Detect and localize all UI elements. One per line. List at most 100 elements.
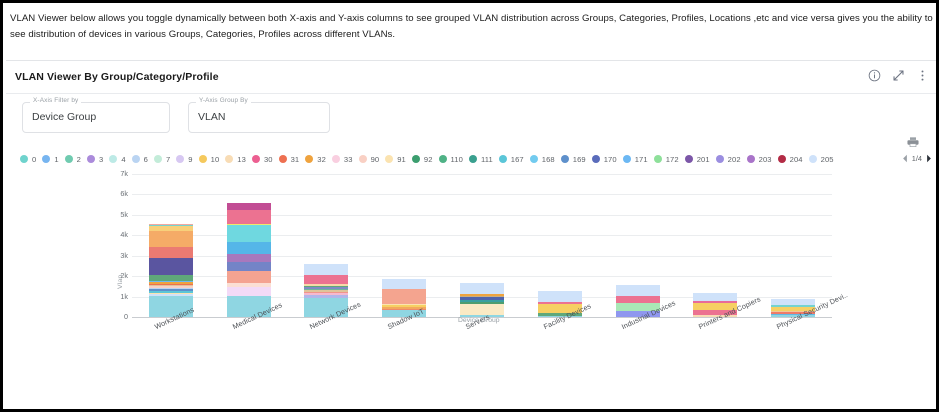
legend-item[interactable]: 2 (64, 155, 81, 164)
chart-bar-segment[interactable] (226, 283, 271, 287)
chart-bar-segment[interactable] (460, 297, 504, 300)
chart-bar[interactable] (304, 263, 349, 317)
chart-bar-segment[interactable] (226, 296, 271, 317)
legend-item[interactable]: 204 (777, 155, 803, 164)
legend-item[interactable]: 0 (20, 155, 36, 164)
chart-bar-segment[interactable] (226, 203, 271, 210)
legend-item[interactable]: 205 (808, 155, 834, 164)
chart-bar-segment[interactable] (693, 300, 738, 303)
legend-item[interactable]: 10 (198, 155, 220, 164)
chart-bar-segment[interactable] (771, 312, 816, 314)
chart-bar-segment[interactable] (148, 280, 193, 282)
chart-bar-segment[interactable] (693, 314, 738, 317)
legend-item[interactable]: 9 (176, 155, 193, 164)
chart-bar-segment[interactable] (148, 224, 193, 226)
legend-item[interactable]: 90 (358, 155, 380, 164)
chart-bar-segment[interactable] (148, 284, 193, 287)
chart-legend[interactable]: 0 1 2 3 4 6 7 9 10 13 30 31 32 33 90 91 92 110 111 167 168 16… (6, 147, 936, 171)
legend-item[interactable]: 6 (131, 155, 148, 164)
legend-item[interactable]: 3 (86, 155, 103, 164)
chart-bar-segment[interactable] (771, 299, 816, 306)
chart-bar-segment[interactable] (537, 303, 582, 313)
chart-bar-segment[interactable] (615, 302, 660, 311)
chart-bar-segment[interactable] (615, 310, 660, 317)
legend-item[interactable]: 203 (746, 155, 772, 164)
chart-bar-segment[interactable] (226, 209, 271, 225)
chart-bar-segment[interactable] (148, 246, 193, 259)
legend-item[interactable]: 32 (305, 155, 326, 164)
chart-bar-segment[interactable] (148, 274, 193, 281)
chart-bar-segment[interactable] (148, 291, 193, 293)
chart-bar-segment[interactable] (304, 263, 349, 276)
chart-bar[interactable] (382, 279, 427, 317)
chart-bar-segment[interactable] (304, 285, 349, 288)
chart-bar-segment[interactable] (304, 293, 349, 295)
chart-bar-segment[interactable] (382, 289, 427, 304)
chart-bar-segment[interactable] (771, 314, 816, 317)
chart-bar-segment[interactable] (382, 304, 427, 308)
legend-prev-icon[interactable] (901, 154, 909, 163)
chart-bar-segment[interactable] (460, 302, 504, 305)
chart-bar-segment[interactable] (771, 313, 816, 315)
chart-bar-segment[interactable] (148, 258, 193, 275)
chart-bar-segment[interactable] (460, 282, 504, 295)
chart-bar-segment[interactable] (148, 225, 193, 227)
chart-bar-segment[interactable] (304, 284, 349, 286)
chart-bar-segment[interactable] (460, 294, 504, 296)
chart-bar-segment[interactable] (304, 275, 349, 285)
legend-item[interactable]: 7 (153, 155, 170, 164)
chart-bar-segment[interactable] (615, 296, 660, 303)
chart-bar[interactable] (615, 285, 660, 317)
legend-item[interactable]: 91 (385, 155, 406, 164)
chart-bar-segment[interactable] (615, 285, 660, 297)
chart-bar-segment[interactable] (304, 290, 349, 292)
legend-item[interactable]: 168 (529, 155, 555, 164)
chart-bar[interactable] (226, 203, 271, 317)
chart-bar[interactable] (693, 292, 738, 317)
legend-item[interactable]: 167 (498, 155, 524, 164)
chart-bar-segment[interactable] (693, 302, 738, 311)
legend-item[interactable]: 111 (468, 155, 493, 164)
chart-bar-segment[interactable] (148, 231, 193, 247)
chart-bar-segment[interactable] (304, 288, 349, 291)
chart-bar-segment[interactable] (304, 291, 349, 294)
chart-bar-segment[interactable] (226, 286, 271, 297)
legend-item[interactable]: 170 (591, 155, 617, 164)
chart-bar-segment[interactable] (148, 293, 193, 297)
chart-bar-segment[interactable] (537, 312, 582, 316)
chart-bar-segment[interactable] (304, 287, 349, 289)
legend-item[interactable]: 172 (653, 155, 679, 164)
legend-item[interactable]: 1 (42, 155, 59, 164)
legend-item[interactable]: 110 (438, 155, 463, 164)
legend-item[interactable]: 33 (331, 155, 353, 164)
chart-bar-segment[interactable] (460, 315, 504, 317)
chart-bar-segment[interactable] (148, 287, 193, 289)
chart-bar-segment[interactable] (537, 302, 582, 304)
chart-bar[interactable] (537, 290, 582, 317)
legend-next-icon[interactable] (925, 154, 933, 163)
chart-bar-segment[interactable] (537, 315, 582, 317)
chart-bar-segment[interactable] (304, 294, 349, 298)
legend-item[interactable]: 4 (109, 155, 126, 164)
chart-bar-segment[interactable] (304, 297, 349, 317)
y-axis-group-field[interactable]: Y-Axis Group By VLAN (188, 97, 330, 133)
chart-bar-segment[interactable] (771, 311, 816, 313)
more-options-icon[interactable] (916, 69, 929, 82)
legend-item[interactable]: 13 (225, 155, 246, 164)
chart-bar-segment[interactable] (460, 299, 504, 303)
chart-bar-segment[interactable] (226, 262, 271, 271)
chart-bar-segment[interactable] (693, 292, 738, 301)
chart-bar[interactable] (148, 224, 193, 317)
chart-bar-segment[interactable] (537, 290, 582, 303)
chart-bar-segment[interactable] (148, 296, 193, 317)
print-icon[interactable] (907, 136, 919, 148)
chart-bar-segment[interactable] (771, 305, 816, 307)
legend-item[interactable]: 31 (278, 155, 300, 164)
chart-bar-segment[interactable] (148, 292, 193, 294)
chart-bar-segment[interactable] (226, 224, 271, 226)
chart-bar-segment[interactable] (460, 295, 504, 298)
chart-bar-segment[interactable] (771, 306, 816, 312)
chart-bar-segment[interactable] (226, 241, 271, 255)
legend-item[interactable]: 169 (560, 155, 586, 164)
chart-bar-segment[interactable] (148, 226, 193, 232)
